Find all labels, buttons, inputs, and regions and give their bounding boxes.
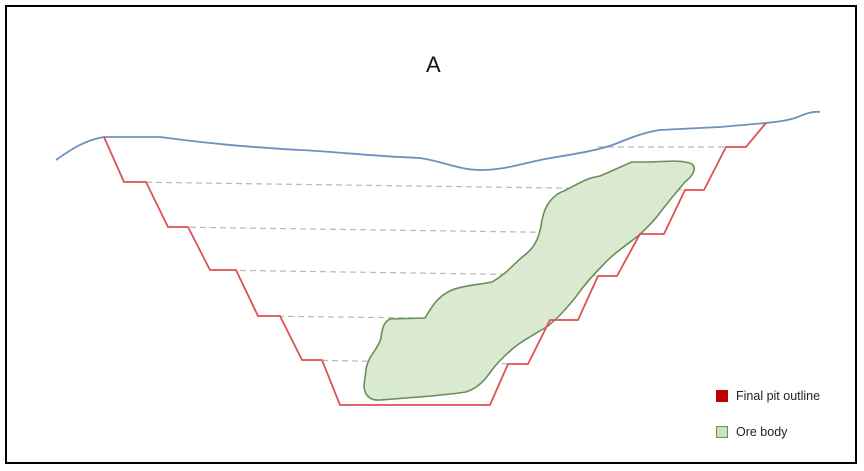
legend-label: Ore body [736, 425, 788, 439]
bench-line-4 [209, 269, 618, 277]
figure-title: A [426, 52, 441, 77]
ore-body-shape [363, 160, 695, 401]
legend-swatch-red [716, 390, 728, 402]
legend-item-final-pit-outline: Final pit outline [716, 388, 820, 404]
ground-surface-line [55, 110, 821, 171]
final-pit-outline [103, 122, 767, 406]
legend-swatch-green [716, 426, 728, 438]
legend-item-ore-body: Ore body [716, 424, 787, 440]
legend-label: Final pit outline [736, 389, 821, 403]
